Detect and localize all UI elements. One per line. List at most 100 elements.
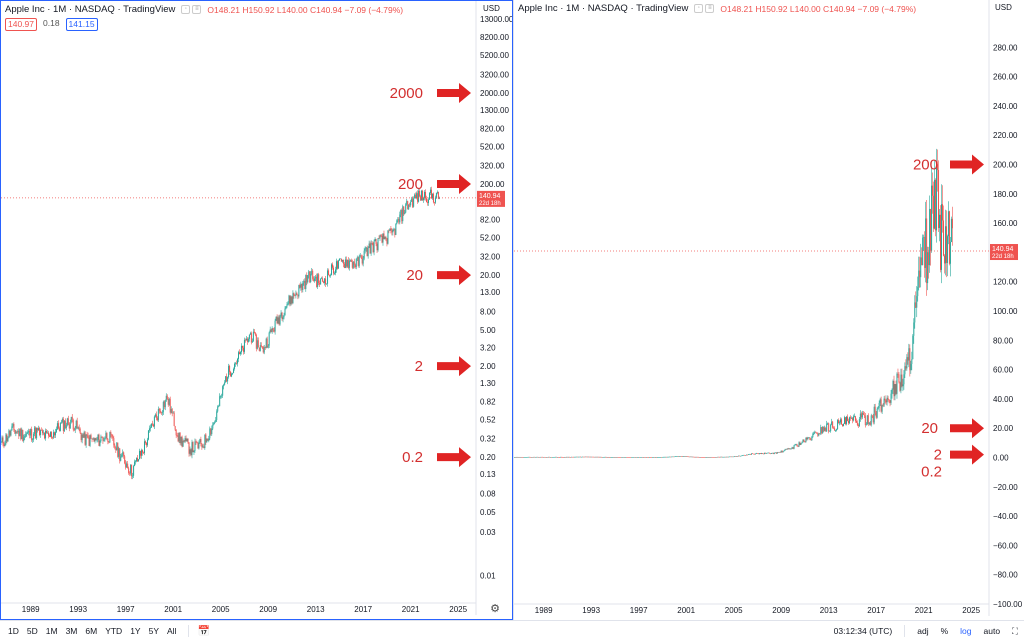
candle-body [779,452,781,453]
bid-chip[interactable]: 140.97 [5,18,37,31]
candle-body [709,457,711,458]
candle-body [113,438,115,446]
chart-pane-linear[interactable]: 280.00 260.00 240.00 220.00 200.00 180.00 160.… [513,0,1024,620]
visibility-icon[interactable]: ◦ [694,4,704,13]
candle-body [671,456,673,458]
range-button-5d[interactable]: 5D [26,626,38,636]
candle-body [917,287,919,297]
candle-body [89,435,91,446]
y-tick-label: 0.82 [480,397,496,406]
candle-body [301,283,303,290]
candle-body [235,363,237,364]
candle-body [565,456,567,458]
candle-body [238,352,239,359]
range-button-5y[interactable]: 5Y [148,626,159,636]
candle-body [303,281,305,283]
range-button-ytd[interactable]: YTD [105,626,123,636]
candle-body [906,357,908,369]
range-button-1m[interactable]: 1M [45,626,58,636]
candle-body [66,418,68,426]
candle-body [579,456,581,458]
adj-toggle[interactable]: adj [917,626,929,636]
candle-body [744,454,746,456]
settings-gear-icon[interactable]: ⚙ [490,603,500,615]
candle-body [170,409,172,413]
candle-body [366,247,368,257]
auto-toggle[interactable]: auto [983,626,1001,636]
candle-body [245,338,247,341]
x-tick-label: 2001 [164,605,182,614]
candle-body [793,445,795,449]
candle-body [823,426,825,431]
candle-body [694,456,696,458]
annotation-arrow: 20 [921,418,984,439]
x-tick-label: 1997 [630,606,648,615]
candle-body [405,204,407,213]
range-button-1y[interactable]: 1Y [130,626,141,636]
candle-body [783,450,785,452]
calendar-icon[interactable]: 📅 [197,625,210,637]
candle-body [688,456,690,458]
annotation-arrow: 200 [398,174,471,195]
header-toggles[interactable]: ◦ ≡ [694,4,715,13]
candle-body [809,437,811,440]
y-tick-label: 1300.00 [480,106,509,115]
candle-body [867,415,869,424]
candle-body [48,435,50,437]
candle-body [403,206,405,214]
ask-chip[interactable]: 141.15 [65,18,98,31]
candle-body [842,424,844,427]
candle-body [389,228,391,231]
range-button-all[interactable]: All [167,626,177,636]
currency-label[interactable]: USD [483,4,500,13]
candle-body [708,457,710,458]
log-toggle[interactable]: log [960,626,972,636]
bottom-right-controls: 03:12:34 (UTC) adj % log auto ⛶ [834,625,1018,637]
candle-body [578,456,580,458]
percent-toggle[interactable]: % [940,626,949,636]
visibility-icon[interactable]: ◦ [181,5,191,14]
candle-body [370,243,372,254]
y-tick-label: 0.03 [480,528,496,537]
symbol-title[interactable]: Apple Inc · 1M · NASDAQ · TradingView [5,4,176,15]
currency-label[interactable]: USD [995,3,1012,12]
menu-icon[interactable]: ≡ [192,5,202,14]
candle-body [885,400,887,403]
candle-body [362,258,364,264]
candle-body [638,457,640,458]
fullscreen-icon[interactable]: ⛶ [1012,625,1018,636]
clock-time[interactable]: 03:12:34 (UTC) [833,626,893,636]
candle-body [223,384,225,387]
candle-body [777,452,779,453]
header-toggles[interactable]: ◦ ≡ [181,5,202,14]
annotation-label: 2 [415,358,423,375]
candle-body [381,235,383,243]
linear-chart-canvas[interactable]: 280.00260.00240.00220.00200.00180.00160.… [514,0,1024,620]
candle-body [899,382,901,391]
log-chart-canvas[interactable]: 13000.00 8200.00 5200.00 3200.00 2000.00 1300… [1,1,512,619]
candle-body [111,434,113,437]
candle-body [828,423,830,432]
candle-body [84,432,86,445]
candle-body [332,264,334,268]
y-tick-label: 60.00 [993,366,1014,375]
candle-body [855,420,857,423]
candle-body [556,456,558,458]
candle-body [608,456,610,458]
candle-body [259,345,261,351]
candle-body [142,450,144,453]
candle-body [367,247,369,257]
range-button-6m[interactable]: 6M [85,626,98,636]
candle-body [372,243,374,253]
change-value: −7.09 (−4.79%) [344,4,404,15]
menu-icon[interactable]: ≡ [705,4,715,13]
candle-body [137,457,139,462]
chart-pane-log[interactable]: 13000.00 8200.00 5200.00 3200.00 2000.00 1300… [0,0,513,620]
candle-body [528,456,530,458]
candle-body [861,412,863,418]
range-button-3m[interactable]: 3M [65,626,78,636]
candle-body [143,441,145,454]
symbol-title[interactable]: Apple Inc · 1M · NASDAQ · TradingView [518,3,689,14]
candle-body [352,261,354,268]
range-button-1d[interactable]: 1D [8,626,19,636]
